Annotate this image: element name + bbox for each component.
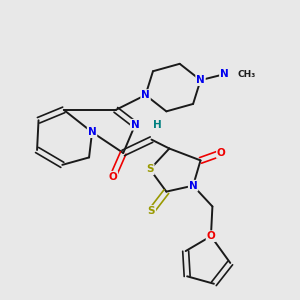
Text: N: N [196, 75, 205, 85]
Text: N: N [131, 120, 140, 130]
Text: N: N [220, 69, 229, 79]
Text: N: N [189, 181, 197, 191]
Text: S: S [146, 164, 154, 174]
Text: S: S [148, 206, 155, 216]
Text: H: H [153, 120, 162, 130]
Text: CH₃: CH₃ [238, 70, 256, 79]
Text: O: O [109, 172, 117, 182]
Text: N: N [88, 127, 96, 137]
Text: O: O [217, 148, 226, 158]
Text: N: N [141, 90, 150, 100]
Text: O: O [207, 231, 215, 241]
